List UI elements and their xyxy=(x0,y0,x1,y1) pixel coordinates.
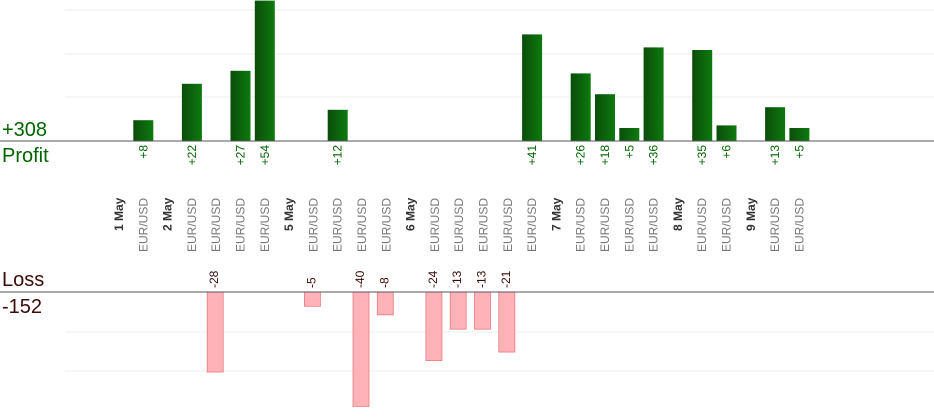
loss-bar xyxy=(425,291,443,362)
profit-label: Profit xyxy=(2,145,49,167)
category-label: EUR/USD xyxy=(525,198,539,252)
date-label: 9 May xyxy=(744,197,758,231)
profit-bar xyxy=(595,94,615,141)
profit-bar xyxy=(570,73,591,141)
profit-bar xyxy=(181,83,202,141)
profit-bar xyxy=(254,0,275,141)
loss-value-label: -24 xyxy=(426,270,440,288)
category-label: EUR/USD xyxy=(306,198,320,252)
category-label: EUR/USD xyxy=(647,198,661,252)
date-label: 5 May xyxy=(282,197,296,231)
loss-bar xyxy=(303,291,321,307)
date-label: 7 May xyxy=(549,197,563,231)
loss-value-label: -8 xyxy=(377,277,391,288)
category-label: EUR/USD xyxy=(792,198,806,252)
loss-bar xyxy=(206,291,224,373)
category-label: EUR/USD xyxy=(695,198,709,252)
category-label: EUR/USD xyxy=(379,198,393,252)
profit-value-label: +41 xyxy=(525,145,539,166)
category-label: EUR/USD xyxy=(598,198,612,252)
category-label: EUR/USD xyxy=(136,198,150,252)
category-label: EUR/USD xyxy=(185,198,199,252)
profit-bar xyxy=(619,128,640,141)
category-label: EUR/USD xyxy=(574,198,588,252)
loss-bar xyxy=(352,291,370,407)
loss-bar xyxy=(474,291,491,330)
category-label: EUR/USD xyxy=(452,198,466,252)
loss-bar xyxy=(376,291,394,316)
profit-bar xyxy=(327,109,348,141)
date-label: 6 May xyxy=(404,197,418,231)
profit-bar xyxy=(643,47,664,141)
category-label: EUR/USD xyxy=(428,198,442,252)
loss-total: -152 xyxy=(2,296,43,318)
profit-value-label: +22 xyxy=(185,145,199,166)
category-label: EUR/USD xyxy=(258,198,272,252)
category-label: EUR/USD xyxy=(209,198,223,252)
profit-bar xyxy=(133,120,154,141)
loss-label: Loss xyxy=(2,269,45,291)
profit-value-label: +54 xyxy=(258,145,272,166)
profit-value-label: +5 xyxy=(792,145,806,159)
category-label: EUR/USD xyxy=(331,198,345,252)
profit-bar xyxy=(692,50,713,141)
profit-value-label: +27 xyxy=(234,145,248,166)
profit-value-label: +8 xyxy=(136,145,150,159)
profit-bar xyxy=(789,128,810,141)
profit-bar xyxy=(522,34,543,141)
date-label: 2 May xyxy=(161,197,175,231)
profit-value-label: +5 xyxy=(622,145,636,159)
profit-value-label: +12 xyxy=(331,145,345,166)
profit-total: +308 xyxy=(2,119,48,141)
category-label: EUR/USD xyxy=(720,198,734,252)
loss-value-label: -13 xyxy=(475,270,489,288)
profit-bar xyxy=(230,70,251,141)
profit-bar xyxy=(716,125,737,141)
date-label: 1 May xyxy=(112,197,126,231)
date-label: 8 May xyxy=(671,197,685,231)
category-label: EUR/USD xyxy=(477,198,491,252)
category-label: EUR/USD xyxy=(768,198,782,252)
category-label: EUR/USD xyxy=(501,198,515,252)
category-label: EUR/USD xyxy=(622,198,636,252)
profit-value-label: +36 xyxy=(647,145,661,166)
loss-value-label: -28 xyxy=(207,270,221,288)
loss-bar xyxy=(498,291,516,353)
loss-value-label: -21 xyxy=(499,270,513,288)
profit-value-label: +6 xyxy=(720,145,734,159)
loss-bar xyxy=(449,291,467,330)
category-label: EUR/USD xyxy=(234,198,248,252)
profit-value-label: +26 xyxy=(574,145,588,166)
profit-bar xyxy=(765,107,786,141)
loss-value-label: -13 xyxy=(450,270,464,288)
profit-value-label: +35 xyxy=(695,145,709,166)
loss-value-label: -5 xyxy=(304,277,318,288)
profit-value-label: +13 xyxy=(768,145,782,166)
profit-value-label: +18 xyxy=(598,145,612,166)
loss-value-label: -40 xyxy=(353,270,367,288)
category-label: EUR/USD xyxy=(355,198,369,252)
